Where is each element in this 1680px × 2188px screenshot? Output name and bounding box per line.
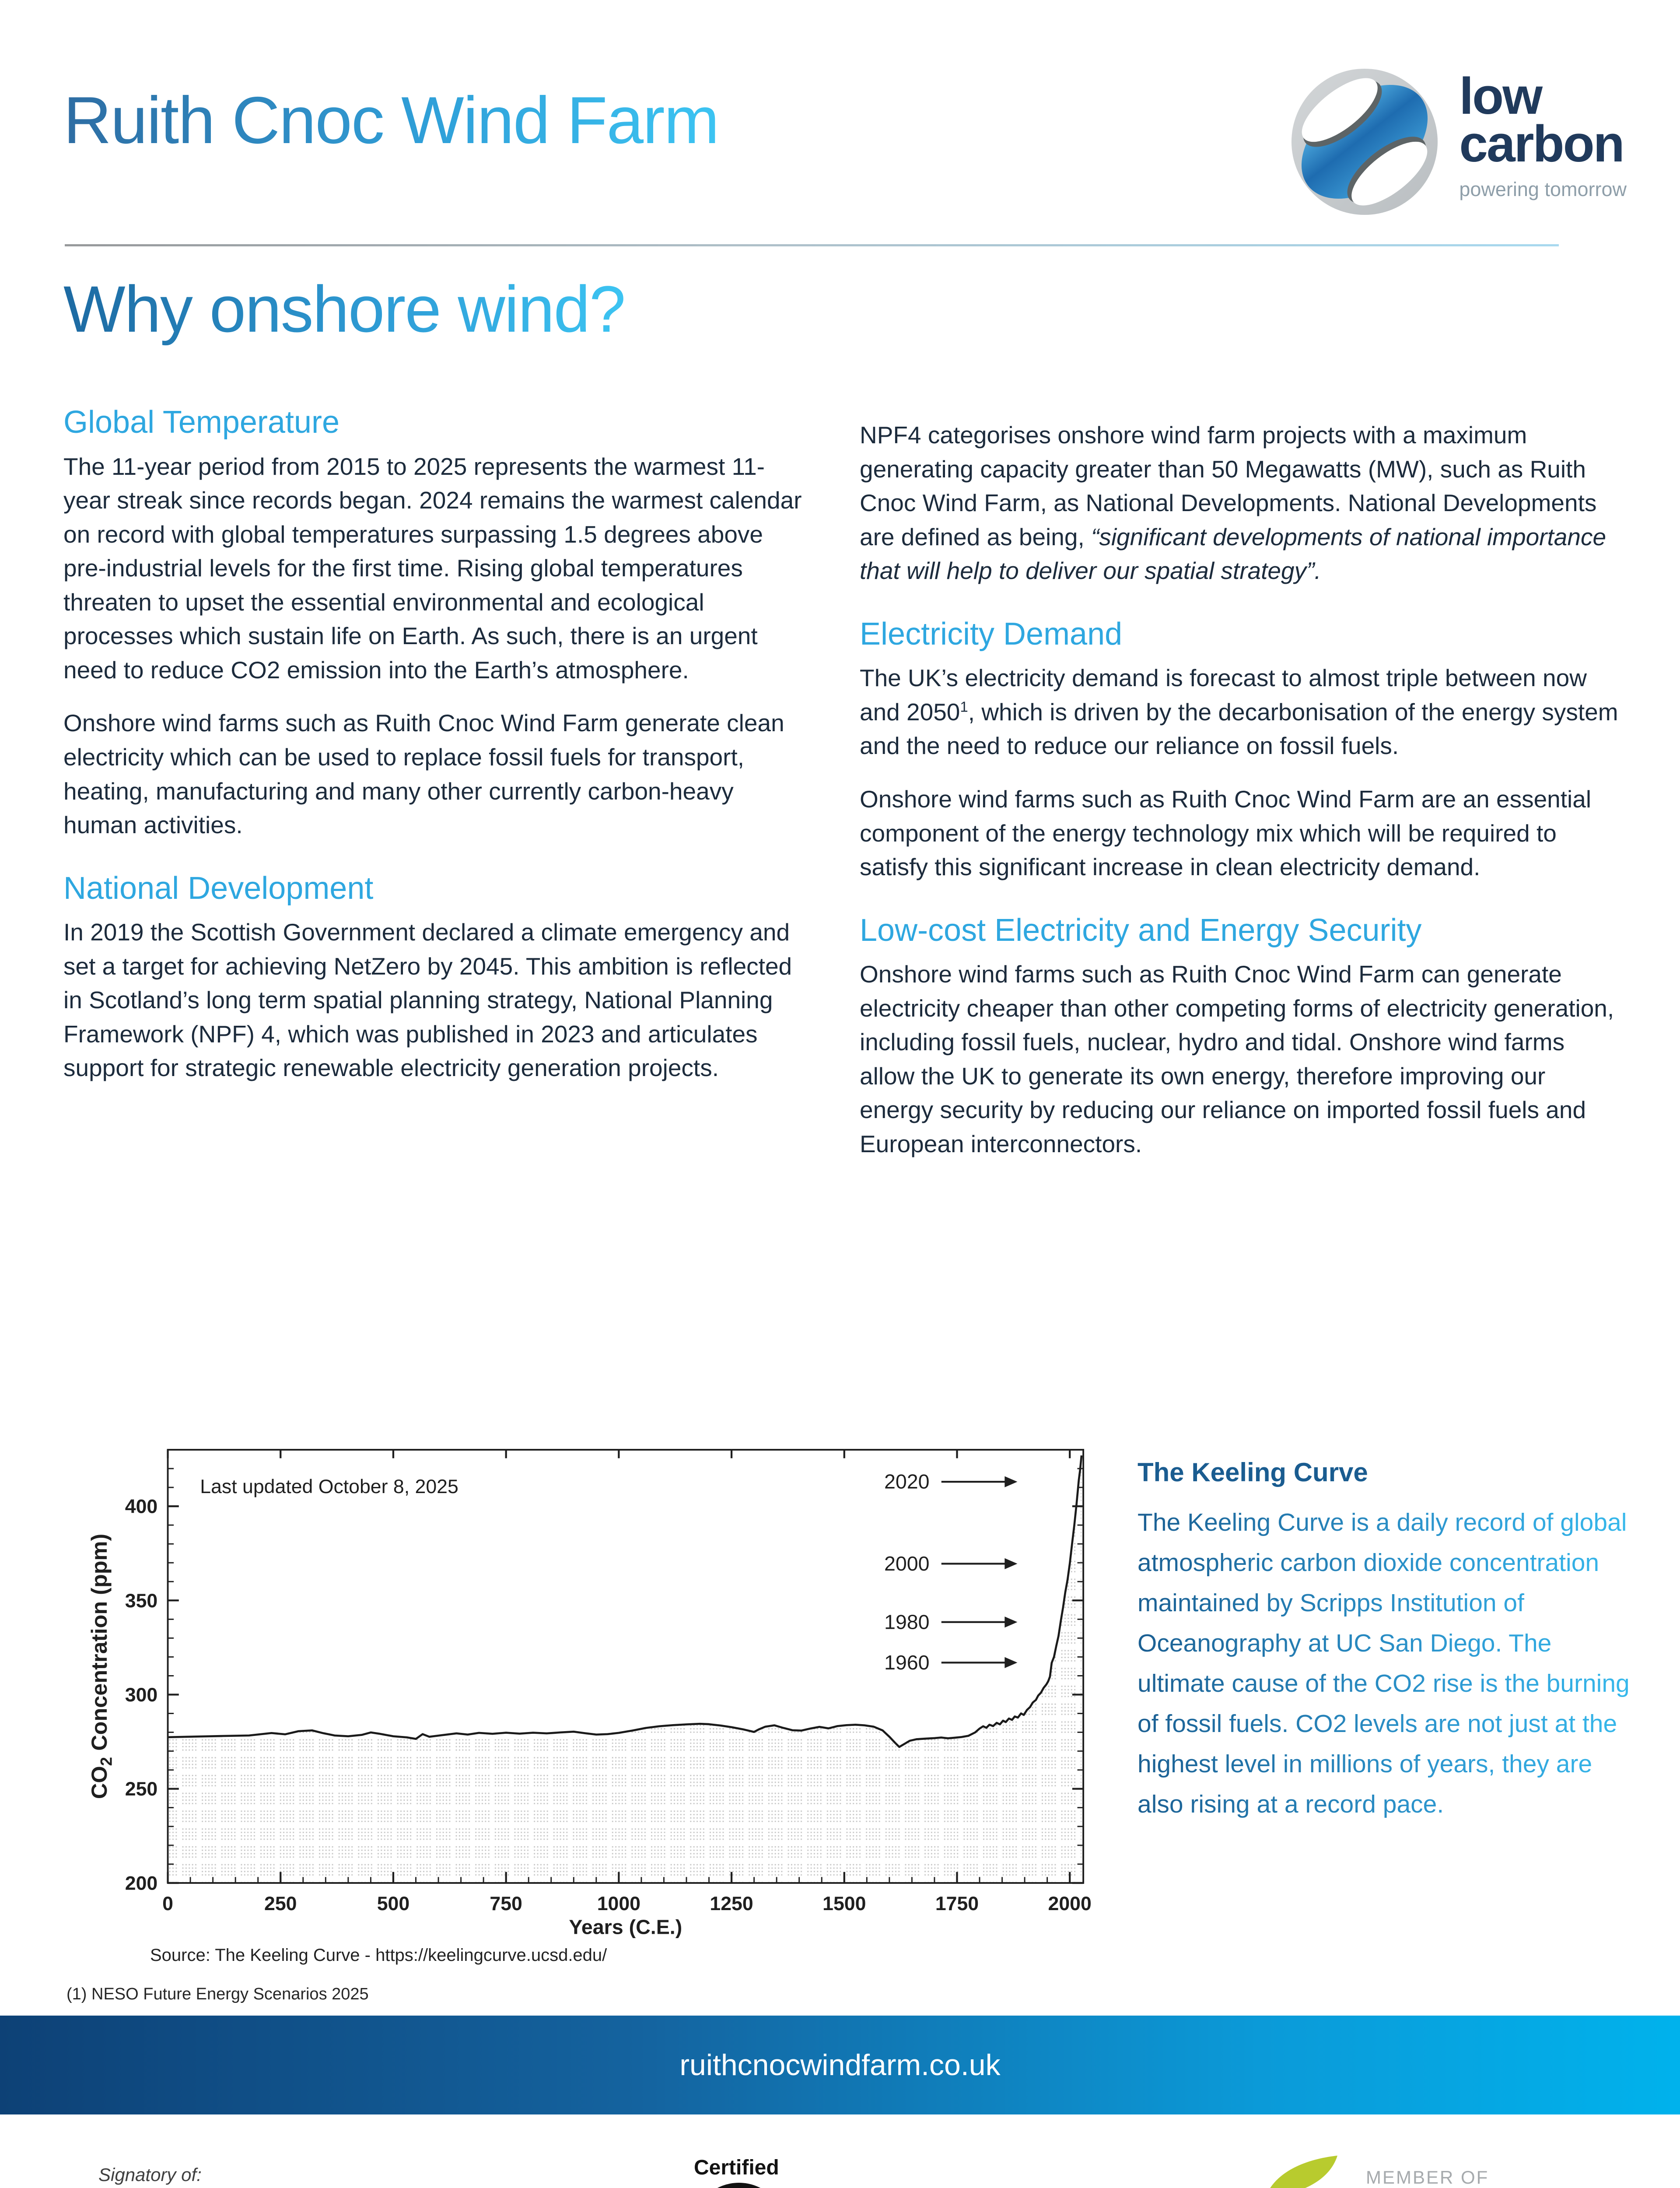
- svg-text:400: 400: [125, 1496, 158, 1518]
- body-paragraph: In 2019 the Scottish Government declared…: [63, 919, 792, 1082]
- co2-line-chart: 200 250 300 350 400 0 250 500 750 1000 1250 1500 175…: [87, 1449, 1092, 1938]
- low-carbon-sphere-icon: [1292, 68, 1438, 215]
- signatory-label: Signatory of:: [98, 2164, 202, 2185]
- keeling-paragraph: The Keeling Curve is a daily record of g…: [1138, 1502, 1630, 1824]
- logo-word-low: low: [1459, 67, 1543, 125]
- svg-text:CO2 Concentration (ppm): CO2 Concentration (ppm): [87, 1534, 116, 1799]
- page-title: Ruith Cnoc Wind Farm: [63, 82, 719, 159]
- website-url: ruithcnocwindfarm.co.uk: [679, 2048, 1001, 2082]
- svg-text:0: 0: [162, 1893, 173, 1914]
- bcorp-circle-icon: B: [694, 2183, 784, 2188]
- svg-text:250: 250: [125, 1778, 158, 1800]
- svg-text:350: 350: [125, 1590, 158, 1612]
- footnote: (1) NESO Future Energy Scenarios 2025: [66, 1985, 369, 2003]
- svg-text:2020: 2020: [884, 1470, 930, 1493]
- low-carbon-logo: low carbon powering tomorrow: [1288, 66, 1627, 218]
- member-of-label: MEMBER OF: [1366, 2167, 1489, 2188]
- logo-word-carbon: carbon: [1459, 115, 1624, 173]
- svg-text:750: 750: [490, 1893, 522, 1914]
- body-columns: Global Temperature The 11-year period fro…: [63, 406, 1624, 1180]
- header-divider: [65, 244, 1559, 246]
- svg-text:Years (C.E.): Years (C.E.): [569, 1915, 682, 1938]
- body-paragraph: The UK’s electricity demand is forecast …: [860, 664, 1618, 760]
- keeling-chart: 200 250 300 350 400 0 250 500 750 1000 1250 1500 175…: [84, 1434, 1104, 1940]
- right-column: NPF4 categorises onshore wind farm proje…: [860, 406, 1624, 1180]
- svg-text:Last updated October 8, 2025: Last updated October 8, 2025: [200, 1476, 458, 1497]
- svg-text:1000: 1000: [597, 1893, 640, 1914]
- section-heading: Electricity Demand: [860, 616, 1123, 652]
- bcorp-logo-group: Certified B ® Corporation This company m…: [694, 2156, 1026, 2188]
- scottish-renewables-ribbon-icon: [1270, 2156, 1337, 2188]
- left-column: Global Temperature The 11-year period fro…: [63, 406, 804, 1180]
- keeling-text-block: The Keeling Curve The Keeling Curve is a…: [1138, 1457, 1630, 1824]
- body-paragraph: The 11-year period from 2015 to 2025 rep…: [63, 452, 802, 684]
- svg-text:1980: 1980: [884, 1610, 930, 1633]
- scottish-renewables-logo-group: MEMBER OF scottish renewables: [1260, 2156, 1557, 2188]
- svg-text:1750: 1750: [935, 1893, 979, 1914]
- section-heading: National Development: [63, 870, 374, 906]
- svg-text:200: 200: [125, 1872, 158, 1894]
- svg-text:250: 250: [264, 1893, 297, 1914]
- svg-text:300: 300: [125, 1684, 158, 1706]
- body-paragraph: NPF4 categorises onshore wind farm proje…: [860, 421, 1606, 585]
- body-paragraph: Onshore wind farms such as Ruith Cnoc Wi…: [63, 709, 784, 839]
- svg-text:1250: 1250: [710, 1893, 753, 1914]
- url-banner: ruithcnocwindfarm.co.uk: [0, 2016, 1680, 2114]
- bcorp-certified-label: Certified: [694, 2156, 779, 2179]
- page-subtitle: Why onshore wind?: [63, 271, 626, 347]
- body-paragraph: Onshore wind farms such as Ruith Cnoc Wi…: [860, 961, 1614, 1157]
- chart-source: Source: The Keeling Curve - https://keel…: [150, 1946, 607, 1965]
- section-heading: Global Temperature: [63, 405, 340, 440]
- svg-text:1960: 1960: [884, 1651, 930, 1674]
- svg-text:1500: 1500: [822, 1893, 866, 1914]
- svg-text:2000: 2000: [884, 1552, 930, 1575]
- section-heading: Low-cost Electricity and Energy Security: [860, 912, 1422, 948]
- pri-logo-group: Signatory of: PRI Principles for Respons…: [98, 2164, 386, 2188]
- logo-tagline: powering tomorrow: [1459, 178, 1627, 201]
- svg-text:500: 500: [377, 1893, 410, 1914]
- svg-text:2000: 2000: [1048, 1893, 1092, 1914]
- keeling-title: The Keeling Curve: [1138, 1458, 1368, 1487]
- body-paragraph: Onshore wind farms such as Ruith Cnoc Wi…: [860, 785, 1592, 881]
- keeling-section: 200 250 300 350 400 0 250 500 750 1000 1250 1500 175…: [63, 1430, 1630, 1973]
